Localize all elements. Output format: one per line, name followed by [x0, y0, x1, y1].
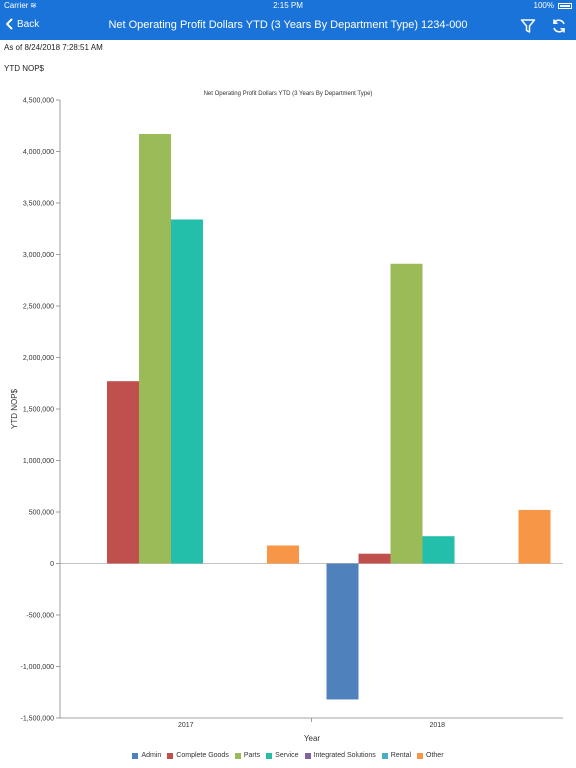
legend-item[interactable]: Integrated Solutions: [304, 752, 376, 759]
x-axis-label: Year: [304, 734, 321, 743]
chart-title: Net Operating Profit Dollars YTD (3 Year…: [204, 91, 373, 97]
bar: [422, 536, 455, 564]
page-title: Net Operating Profit Dollars YTD (3 Year…: [108, 19, 468, 31]
y-axis-label: YTD NOP$: [10, 388, 19, 429]
bar: [358, 553, 391, 564]
legend-item[interactable]: Admin: [132, 752, 161, 759]
wifi-icon: ≋: [30, 1, 37, 10]
bar: [326, 563, 359, 700]
bar: [267, 545, 299, 564]
legend-label: Parts: [243, 752, 261, 759]
back-label: Back: [17, 18, 40, 30]
y-tick-label: 4,500,000: [23, 98, 54, 105]
chart: Net Operating Profit Dollars YTD (3 Year…: [10, 91, 563, 743]
chevron-left-icon: [6, 18, 13, 30]
status-time: 2:15 PM: [273, 1, 303, 10]
legend-swatch: [132, 752, 139, 759]
legend-item[interactable]: Parts: [234, 752, 261, 759]
legend-label: Integrated Solutions: [313, 752, 376, 759]
carrier-label: Carrier: [4, 1, 29, 10]
status-bar: Carrier ≋ 2:15 PM 100%: [0, 0, 576, 12]
y-tick-label: 3,500,000: [23, 201, 54, 208]
legend-item[interactable]: Other: [417, 752, 444, 759]
bar: [107, 381, 139, 564]
y-tick-label: 2,500,000: [23, 304, 54, 311]
y-tick-label: -1,500,000: [21, 716, 55, 723]
legend-label: Rental: [390, 752, 412, 759]
x-tick-label: 2017: [178, 722, 194, 729]
nav-bar: Back Net Operating Profit Dollars YTD (3…: [0, 12, 576, 40]
legend: Admin Complete Goods Parts Service Integrate…: [0, 752, 576, 761]
y-tick-label: 1,500,000: [23, 407, 54, 414]
y-tick-label: 0: [50, 561, 54, 568]
bar: [139, 133, 171, 564]
y-tick-label: 4,000,000: [23, 149, 54, 156]
refresh-icon[interactable]: [551, 18, 567, 34]
legend-swatch: [304, 752, 311, 759]
y-tick-label: 2,000,000: [23, 355, 54, 362]
legend-label: Service: [275, 752, 299, 759]
legend-swatch: [417, 752, 424, 759]
legend-swatch: [234, 752, 241, 759]
legend-swatch: [381, 752, 388, 759]
x-tick-label: 2018: [429, 722, 445, 729]
legend-item[interactable]: Service: [266, 752, 299, 759]
metric-label: YTD NOP$: [4, 64, 45, 73]
y-tick-label: -500,000: [26, 613, 54, 620]
bar: [171, 219, 203, 564]
axes: 4,500,000 4,000,000 3,500,000 3,000,000 2,50…: [21, 98, 563, 729]
legend-label: Complete Goods: [176, 752, 229, 759]
legend-label: Other: [426, 752, 444, 759]
legend-item[interactable]: Rental: [381, 752, 412, 759]
bars: [107, 133, 551, 700]
battery-percent: 100%: [533, 1, 554, 10]
y-tick-label: 500,000: [29, 510, 54, 517]
y-tick-label: -1,000,000: [21, 664, 55, 671]
y-tick-label: 1,000,000: [23, 458, 54, 465]
legend-label: Admin: [141, 752, 162, 759]
as-of-timestamp: As of 8/24/2018 7:28:51 AM: [4, 43, 103, 52]
y-tick-label: 3,000,000: [23, 252, 54, 259]
bar: [390, 263, 423, 564]
legend-swatch: [266, 752, 273, 759]
battery-icon: [558, 3, 572, 9]
back-button[interactable]: Back: [6, 18, 39, 30]
bar: [518, 509, 551, 564]
filter-icon[interactable]: [520, 18, 536, 34]
legend-swatch: [167, 752, 174, 759]
legend-item[interactable]: Complete Goods: [167, 752, 229, 759]
